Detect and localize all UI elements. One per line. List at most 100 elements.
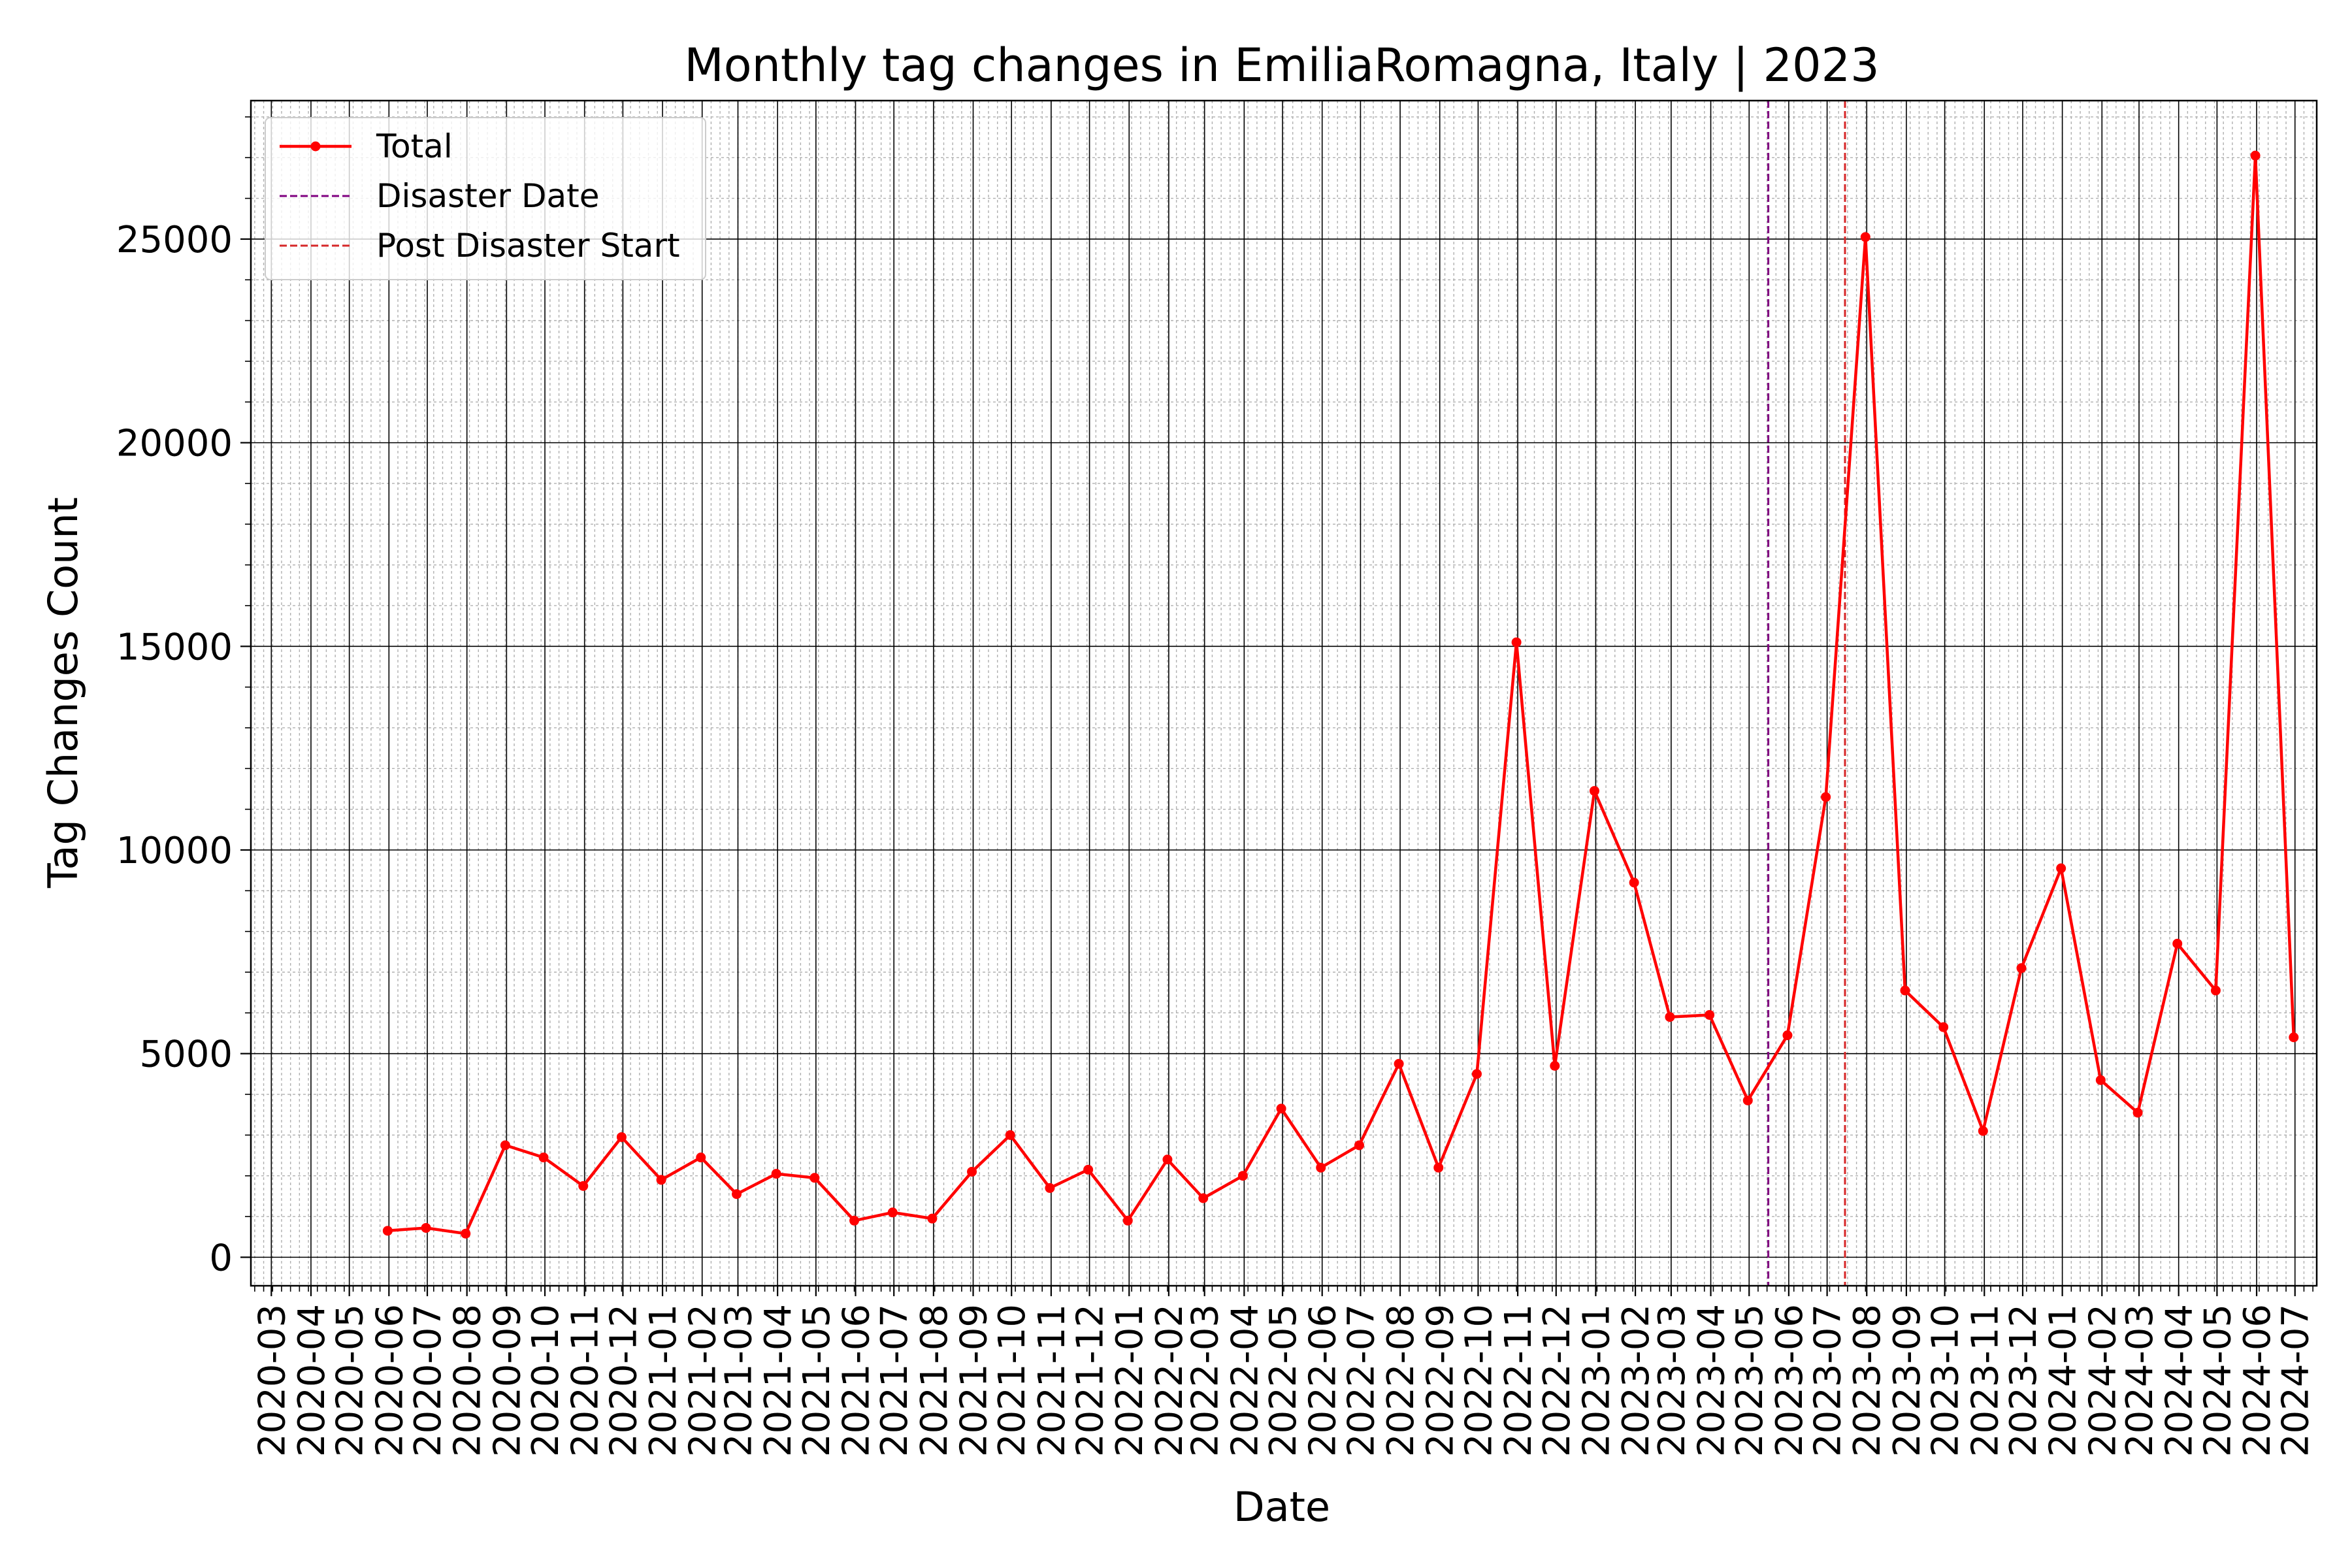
data-point bbox=[1860, 232, 1870, 242]
legend-label: Post Disaster Start bbox=[376, 227, 680, 265]
y-tick-label: 15000 bbox=[116, 626, 233, 668]
data-point bbox=[1354, 1140, 1364, 1151]
minor-grid bbox=[251, 101, 2317, 1286]
data-point bbox=[2095, 1075, 2106, 1085]
x-tick-label: 2023-08 bbox=[1846, 1304, 1889, 1457]
data-point bbox=[2289, 1032, 2299, 1043]
x-tick-label: 2020-07 bbox=[407, 1304, 449, 1457]
x-tick-label: 2023-03 bbox=[1651, 1304, 1693, 1457]
x-tick-label: 2021-02 bbox=[682, 1304, 725, 1457]
series-layer bbox=[382, 150, 2299, 1239]
x-tick-label: 2022-01 bbox=[1109, 1304, 1151, 1457]
x-tick-label: 2022-09 bbox=[1420, 1304, 1462, 1457]
x-tick-label: 2023-02 bbox=[1615, 1304, 1658, 1457]
x-tick-label: 2022-10 bbox=[1458, 1304, 1500, 1457]
x-tick-label: 2022-02 bbox=[1149, 1304, 1191, 1457]
x-tick-label: 2020-04 bbox=[291, 1304, 333, 1457]
data-point bbox=[1433, 1162, 1444, 1173]
x-tick-label: 2020-12 bbox=[602, 1304, 645, 1457]
data-point bbox=[1316, 1162, 1326, 1173]
x-tick-label: 2023-07 bbox=[1807, 1304, 1850, 1457]
data-point bbox=[967, 1166, 977, 1177]
data-point bbox=[1276, 1103, 1286, 1114]
x-tick-label: 2023-01 bbox=[1575, 1304, 1618, 1457]
x-axis-label: Date bbox=[1233, 1483, 1330, 1531]
data-point bbox=[538, 1152, 549, 1163]
data-point bbox=[421, 1222, 431, 1233]
x-tick-label: 2021-01 bbox=[642, 1304, 685, 1457]
data-point bbox=[732, 1189, 742, 1200]
x-tick-label: 2022-12 bbox=[1536, 1304, 1578, 1457]
data-point bbox=[1782, 1030, 1793, 1041]
data-point bbox=[927, 1213, 938, 1224]
data-point bbox=[1705, 1009, 1715, 1020]
data-point bbox=[696, 1152, 706, 1163]
legend-marker-total bbox=[310, 141, 321, 152]
x-tick-label: 2021-12 bbox=[1070, 1304, 1112, 1457]
data-point bbox=[1162, 1154, 1173, 1165]
x-tick-label: 2022-08 bbox=[1380, 1304, 1422, 1457]
x-tick-label: 2024-02 bbox=[2082, 1304, 2124, 1457]
data-point bbox=[771, 1169, 781, 1179]
data-point bbox=[2210, 985, 2221, 996]
data-point bbox=[2016, 963, 2027, 973]
x-tick-label: 2020-11 bbox=[564, 1304, 607, 1457]
data-point bbox=[1742, 1095, 1753, 1105]
data-point bbox=[1198, 1193, 1209, 1203]
data-point bbox=[1978, 1126, 1988, 1136]
x-tick-label: 2020-06 bbox=[368, 1304, 411, 1457]
x-tick-label: 2020-08 bbox=[447, 1304, 489, 1457]
y-tick-label: 10000 bbox=[116, 830, 233, 872]
data-point bbox=[1550, 1060, 1560, 1071]
x-tick-label: 2021-10 bbox=[991, 1304, 1034, 1457]
data-point bbox=[2250, 150, 2261, 161]
data-point bbox=[2056, 863, 2066, 874]
data-point bbox=[500, 1140, 510, 1151]
x-tick-label: 2024-01 bbox=[2042, 1304, 2085, 1457]
x-tick-label: 2020-03 bbox=[251, 1304, 293, 1457]
legend-box bbox=[265, 117, 706, 280]
x-tick-label: 2024-03 bbox=[2119, 1304, 2161, 1457]
x-tick-label: 2021-09 bbox=[953, 1304, 996, 1457]
x-tick-label: 2021-07 bbox=[874, 1304, 916, 1457]
x-tick-label: 2022-06 bbox=[1302, 1304, 1345, 1457]
data-point bbox=[1394, 1058, 1404, 1069]
data-point bbox=[1083, 1164, 1094, 1175]
x-tick-label: 2020-10 bbox=[525, 1304, 567, 1457]
x-tick-label: 2021-08 bbox=[913, 1304, 956, 1457]
x-tick-label: 2022-07 bbox=[1340, 1304, 1382, 1457]
data-point bbox=[849, 1215, 860, 1226]
y-tick-label: 20000 bbox=[116, 423, 233, 465]
data-point bbox=[1122, 1215, 1133, 1226]
data-point bbox=[578, 1181, 589, 1191]
data-point bbox=[1900, 985, 1910, 996]
x-tick-label: 2021-03 bbox=[717, 1304, 760, 1457]
x-tick-label: 2023-10 bbox=[1925, 1304, 1967, 1457]
data-point bbox=[2172, 938, 2183, 949]
data-point bbox=[1629, 877, 1639, 888]
y-axis-label: Tag Changes Count bbox=[39, 497, 87, 889]
data-point bbox=[461, 1228, 471, 1239]
x-tick-label: 2022-11 bbox=[1497, 1304, 1540, 1457]
data-point bbox=[1471, 1069, 1482, 1079]
x-tick-label: 2023-11 bbox=[1964, 1304, 2006, 1457]
y-axis-ticks: 0 5000 10000 15000 20000 25000 bbox=[116, 116, 251, 1279]
x-tick-label: 2022-05 bbox=[1262, 1304, 1305, 1457]
legend-label: Disaster Date bbox=[376, 177, 599, 215]
legend: Total Disaster Date Post Disaster Start bbox=[265, 117, 706, 280]
x-tick-label: 2022-03 bbox=[1184, 1304, 1227, 1457]
data-point bbox=[1665, 1012, 1675, 1022]
data-point bbox=[1821, 792, 1831, 802]
data-point bbox=[1938, 1022, 1949, 1032]
data-point bbox=[656, 1175, 666, 1185]
x-tick-label: 2021-06 bbox=[836, 1304, 878, 1457]
x-tick-label: 2023-05 bbox=[1729, 1304, 1771, 1457]
y-tick-label: 0 bbox=[209, 1237, 233, 1279]
data-point bbox=[2132, 1107, 2143, 1118]
data-point bbox=[616, 1132, 627, 1142]
chart-title: Monthly tag changes in EmiliaRomagna, It… bbox=[684, 39, 1879, 92]
x-tick-label: 2024-04 bbox=[2159, 1304, 2201, 1457]
x-tick-label: 2021-05 bbox=[796, 1304, 838, 1457]
data-point bbox=[887, 1207, 898, 1218]
